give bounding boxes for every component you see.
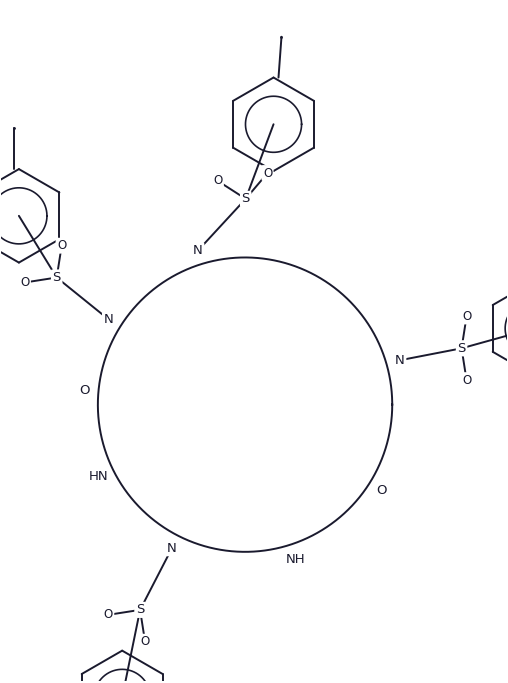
Text: HN: HN <box>88 470 108 483</box>
Text: O: O <box>462 310 471 323</box>
Text: O: O <box>462 374 471 387</box>
Text: O: O <box>213 174 223 187</box>
Text: N: N <box>395 354 405 367</box>
Text: S: S <box>457 342 466 354</box>
Text: O: O <box>20 276 29 289</box>
Text: N: N <box>167 542 177 555</box>
Text: S: S <box>241 193 250 206</box>
Text: O: O <box>376 484 387 497</box>
Text: N: N <box>193 244 203 257</box>
Text: S: S <box>52 271 61 284</box>
Text: O: O <box>140 635 150 648</box>
Text: N: N <box>104 313 113 326</box>
Text: O: O <box>263 167 272 180</box>
Text: NH: NH <box>285 553 305 566</box>
Text: O: O <box>79 384 90 397</box>
Text: O: O <box>57 239 67 252</box>
Text: O: O <box>104 609 113 622</box>
Text: S: S <box>136 603 144 616</box>
